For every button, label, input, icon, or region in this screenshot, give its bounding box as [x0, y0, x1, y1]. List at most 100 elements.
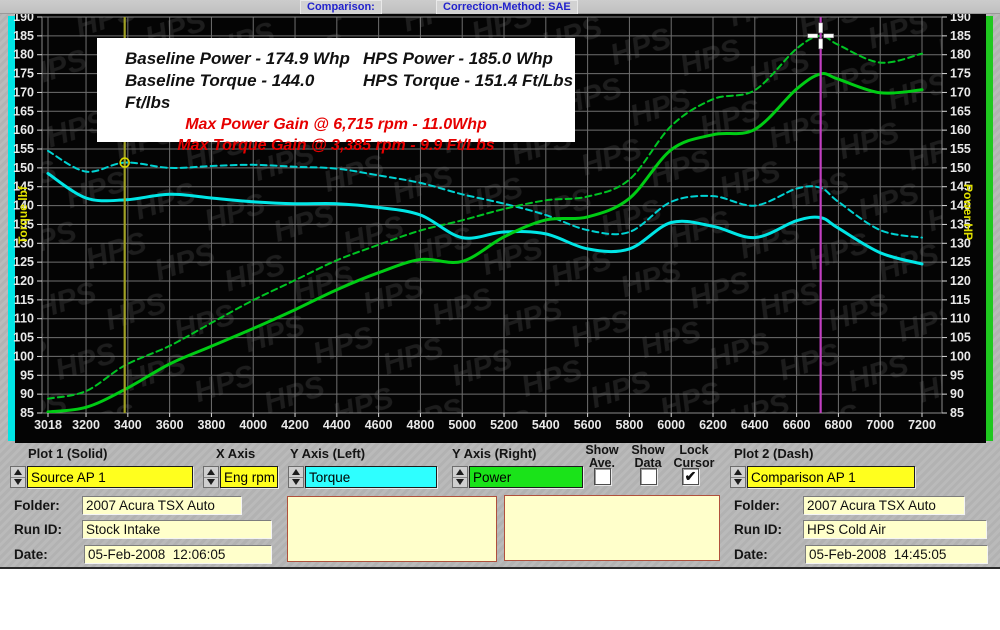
run1-runid-field[interactable]: Stock Intake: [82, 520, 272, 539]
y-tick-label-right: 165: [950, 104, 971, 118]
x-tick-label: 3600: [156, 418, 184, 432]
y-tick-label-left: 175: [13, 67, 34, 81]
curves: [46, 34, 924, 413]
x-tick-label: 3018: [34, 418, 62, 432]
plot1-spinner[interactable]: [10, 466, 26, 488]
baseline-power-text: Baseline Power - 174.9 Whp: [125, 49, 350, 68]
y-tick-label-right: 185: [950, 29, 971, 43]
x-tick-label: 5200: [490, 418, 518, 432]
y-tick-label-left: 120: [13, 274, 34, 288]
spinner-up-icon[interactable]: [453, 467, 467, 477]
xaxis-spinner[interactable]: [203, 466, 219, 488]
correction-method-label: Correction-Method: SAE: [436, 0, 578, 15]
x-tick-label: 5600: [574, 418, 602, 432]
yaxis-right-spinner[interactable]: [452, 466, 468, 488]
y-tick-label-right: 90: [950, 387, 964, 401]
stock-intake-torque-curve: [46, 172, 924, 266]
cursor-markers: [119, 22, 834, 168]
left-axis-color-bar: [8, 16, 15, 441]
lock-cursor-checkbox[interactable]: ✔: [682, 468, 699, 485]
x-tick-label: 4000: [239, 418, 267, 432]
show-data-checkbox[interactable]: [640, 468, 657, 485]
y-tick-label-left: 165: [13, 104, 34, 118]
crosshair-arm: [818, 22, 823, 34]
x-tick-label: 3800: [198, 418, 226, 432]
spinner-down-icon[interactable]: [731, 476, 745, 487]
run2-runid-label: Run ID:: [734, 522, 782, 537]
axis-ticks-and-labels: 3018 3200 3400 3600 3800 4000 4200 4400 4600 4800…: [13, 14, 971, 432]
y-tick-label-right: 170: [950, 85, 971, 99]
power-cursor-crosshair[interactable]: [807, 22, 834, 50]
hps-torque-text: HPS Torque - 151.4 Ft/Lbs: [363, 71, 574, 90]
run2-folder-label: Folder:: [734, 498, 780, 513]
x-tick-label: 4800: [407, 418, 435, 432]
show-ave-label: Show Ave.: [585, 443, 619, 470]
y-tick-label-left: 180: [13, 48, 34, 62]
run1-folder-field[interactable]: 2007 Acura TSX Auto: [82, 496, 242, 515]
axis-titles: Torque lbf Power HP: [16, 184, 975, 244]
yaxis-right-label: Y Axis (Right): [452, 446, 537, 461]
y-tick-label-right: 190: [950, 14, 971, 24]
yaxis-left-spinner[interactable]: [288, 466, 304, 488]
y-tick-label-left: 115: [14, 293, 34, 307]
show-ave-checkbox[interactable]: [594, 468, 611, 485]
y-tick-label-right: 120: [950, 274, 971, 288]
y-tick-label-left: 155: [13, 142, 34, 156]
y-tick-label-right: 175: [950, 67, 971, 81]
left-axis-title: Torque lbf: [16, 185, 30, 244]
torque-gain-marker[interactable]: [119, 157, 130, 168]
x-tick-label: 4400: [323, 418, 351, 432]
y-tick-label-left: 170: [13, 85, 34, 99]
plot2-spinner[interactable]: [730, 466, 746, 488]
yaxis-left-select[interactable]: Torque: [305, 466, 437, 488]
x-tick-label: 6400: [741, 418, 769, 432]
y-tick-label-left: 145: [13, 180, 34, 194]
y-tick-label-right: 110: [950, 312, 970, 326]
y-tick-label-left: 110: [14, 312, 34, 326]
y-tick-label-right: 135: [950, 217, 971, 231]
y-tick-label-left: 185: [13, 29, 34, 43]
spinner-down-icon[interactable]: [11, 476, 25, 487]
y-tick-label-right: 105: [950, 331, 971, 345]
annotation-row-torque: Baseline Torque - 144.0 Ft/lbs HPS Torqu…: [97, 70, 575, 114]
y-tick-label-right: 180: [950, 48, 971, 62]
xaxis-label: X Axis: [216, 446, 256, 461]
y-tick-label-right: 100: [950, 349, 971, 363]
plot2-select[interactable]: Comparison AP 1: [747, 466, 915, 488]
y-tick-label-left: 150: [13, 161, 34, 175]
spinner-up-icon[interactable]: [11, 467, 25, 477]
y-tick-label-right: 160: [950, 123, 971, 137]
run2-date-field[interactable]: 05-Feb-2008 14:45:05: [805, 545, 988, 564]
yaxis-right-select[interactable]: Power: [469, 466, 583, 488]
spinner-up-icon[interactable]: [731, 467, 745, 477]
spinner-down-icon[interactable]: [289, 476, 303, 487]
x-tick-label: 5800: [616, 418, 644, 432]
run2-runid-field[interactable]: HPS Cold Air: [803, 520, 987, 539]
spinner-down-icon[interactable]: [453, 476, 467, 487]
y-tick-label-left: 160: [13, 123, 34, 137]
y-tick-label-left: 100: [13, 349, 34, 363]
right-axis-color-bar: [986, 16, 993, 441]
spinner-up-icon[interactable]: [289, 467, 303, 477]
spinner-down-icon[interactable]: [204, 476, 218, 487]
y-tick-label-left: 135: [13, 217, 34, 231]
note-box-right[interactable]: [504, 495, 720, 561]
note-box-left[interactable]: [287, 496, 497, 562]
xaxis-select[interactable]: Eng rpm: [220, 466, 278, 488]
y-tick-label-right: 130: [950, 236, 971, 250]
y-tick-label-right: 150: [950, 161, 971, 175]
run1-date-field[interactable]: 05-Feb-2008 12:06:05: [84, 545, 272, 564]
y-tick-label-right: 115: [950, 293, 970, 307]
plot1-select[interactable]: Source AP 1: [27, 466, 193, 488]
crosshair-arm: [823, 33, 834, 39]
y-tick-label-left: 105: [13, 331, 34, 345]
hps-power-text: HPS Power - 185.0 Whp: [363, 49, 553, 68]
y-tick-label-right: 85: [950, 406, 964, 420]
plot1-label: Plot 1 (Solid): [28, 446, 108, 461]
spinner-up-icon[interactable]: [204, 467, 218, 477]
logo-strip: HPS PERFORMANCE PRODUCTS Dynapack CHASSI…: [0, 567, 1000, 630]
run2-folder-field[interactable]: 2007 Acura TSX Auto: [803, 496, 965, 515]
y-tick-label-left: 140: [13, 199, 34, 213]
plot-border: [41, 16, 943, 414]
